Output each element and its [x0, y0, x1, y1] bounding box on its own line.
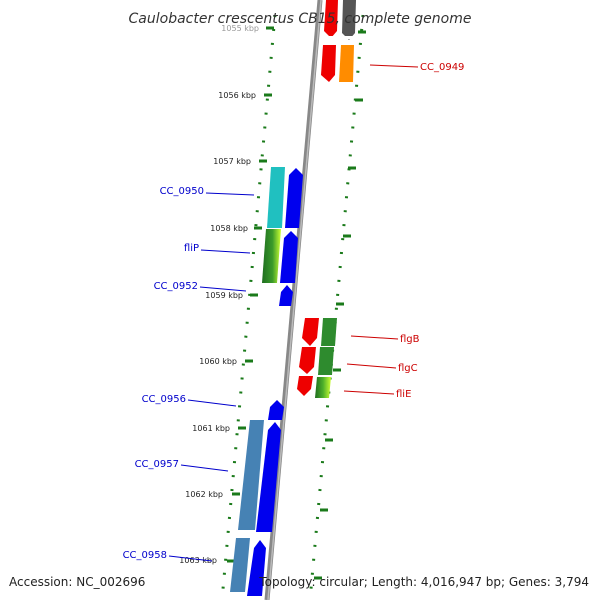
topology-text: Topology: circular; Length: 4,016,947 bp… — [258, 575, 589, 589]
leader-CC_0958 — [168, 555, 213, 562]
gene-flgC-box[interactable] — [318, 347, 334, 375]
gene-label-CC_0957[interactable]: CC_0957 — [135, 459, 179, 470]
gene-label-CC_0952[interactable]: CC_0952 — [154, 281, 198, 292]
gene-CC_0952-arrow[interactable] — [279, 285, 293, 306]
gene-arrow-blue[interactable] — [280, 231, 298, 283]
kbp-label: 1059 kbp — [205, 291, 243, 300]
gene-arrow-red[interactable] — [324, 0, 338, 38]
gene-label-CC_0949[interactable]: CC_0949 — [420, 62, 464, 73]
kbp-label: 1062 kbp — [185, 490, 223, 499]
gene-label-fliE[interactable]: fliE — [396, 389, 411, 400]
gene-arrow-red[interactable] — [297, 376, 313, 396]
gene-arrow-red[interactable] — [321, 45, 336, 82]
major-ticks — [227, 26, 366, 580]
gene-fliP-box[interactable] — [262, 229, 281, 283]
leader-CC_0952 — [199, 286, 247, 292]
kbp-label: 1060 kbp — [199, 357, 237, 366]
gene-arrow-grey[interactable] — [342, 0, 356, 40]
gene-CC_0958-box[interactable] — [230, 538, 250, 592]
gene-label-flgB[interactable]: flgB — [400, 334, 420, 345]
gene-arrow-red[interactable] — [302, 318, 319, 346]
kbp-label: 1057 kbp — [213, 157, 251, 166]
leader-fliP — [200, 249, 251, 254]
gene-label-flgC[interactable]: flgC — [398, 363, 418, 374]
gene-arrow-blue[interactable] — [247, 540, 266, 596]
kbp-label: 1056 kbp — [218, 91, 256, 100]
gene-CC_0957-box[interactable] — [238, 420, 264, 530]
kbp-label: 1063 kbp — [179, 556, 217, 565]
gene-CC_0956-arrow[interactable] — [268, 400, 284, 420]
leader-CC_0949 — [369, 64, 419, 68]
gene-arrow-blue[interactable] — [256, 422, 281, 532]
accession-text: Accession: NC_002696 — [9, 575, 145, 589]
gene-CC_0949-arrow[interactable] — [339, 45, 354, 82]
gene-flgB-box[interactable] — [321, 318, 337, 346]
kbp-label: 1055 kbp — [221, 24, 259, 33]
gene-arrow-blue[interactable] — [285, 168, 303, 228]
kbp-label: 1058 kbp — [210, 224, 248, 233]
leader-flgC — [346, 363, 397, 369]
genome-backbone-highlight — [267, 0, 322, 600]
map-title: Caulobacter crescentus CB15, complete ge… — [129, 11, 472, 27]
tick-track-right — [308, 14, 365, 600]
leader-CC_0956 — [187, 399, 237, 407]
leader-CC_0957 — [180, 464, 229, 472]
gene-gap — [322, 36, 360, 39]
genome-backbone — [264, 0, 323, 600]
leader-flgB — [350, 335, 399, 340]
gene-arrow-red[interactable] — [299, 347, 316, 374]
leader-CC_0950 — [205, 192, 255, 196]
gene-label-fliP[interactable]: fliP — [184, 243, 199, 254]
gene-label-CC_0956[interactable]: CC_0956 — [142, 394, 186, 405]
gene-CC_0950-box[interactable] — [267, 167, 285, 228]
gene-fliE-box[interactable] — [315, 377, 331, 398]
leader-fliE — [343, 390, 395, 395]
gene-label-CC_0950[interactable]: CC_0950 — [160, 186, 204, 197]
kbp-label: 1061 kbp — [192, 424, 230, 433]
gene-label-CC_0958[interactable]: CC_0958 — [123, 550, 167, 561]
